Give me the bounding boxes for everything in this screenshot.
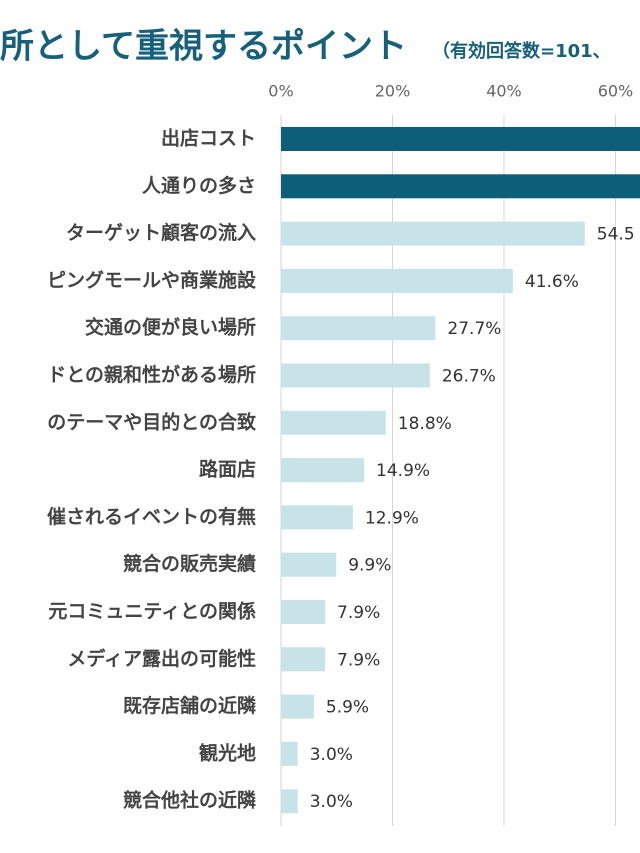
chart-title: 所として重視するポイント <box>0 27 407 67</box>
bar <box>281 789 298 814</box>
bar <box>281 221 585 246</box>
value-label: 12.9% <box>365 508 419 528</box>
bar <box>281 410 386 435</box>
bar <box>281 363 430 388</box>
value-label: 9.9% <box>348 556 391 576</box>
category-label: メディア露出の可能性 <box>67 647 256 670</box>
x-tick-label: 0% <box>268 82 293 101</box>
bar <box>281 458 365 483</box>
category-label: 交通の便が良い場所 <box>85 316 256 339</box>
value-label: 18.8% <box>398 414 452 434</box>
value-label: 54.5 <box>597 225 635 245</box>
value-label: 14.9% <box>376 461 430 481</box>
bar <box>281 741 298 766</box>
x-tick-label: 20% <box>375 82 411 101</box>
category-label: 観光地 <box>199 741 256 764</box>
value-label: 5.9% <box>326 698 369 718</box>
category-label: のテーマや目的との合致 <box>47 410 257 433</box>
bar <box>281 552 337 577</box>
bar <box>281 174 640 199</box>
bar <box>281 268 513 293</box>
value-label: 3.0% <box>310 745 353 765</box>
category-label: 既存店舗の近隣 <box>123 694 256 717</box>
category-label: ターゲット顧客の流入 <box>66 221 256 244</box>
bar <box>281 316 436 341</box>
x-tick-label: 40% <box>486 82 522 101</box>
category-label: 競合他社の近隣 <box>123 789 256 812</box>
chart-subtitle: （有効回答数=101、 <box>432 40 611 62</box>
category-label: 人通りの多さ <box>142 174 256 197</box>
category-label: 競合の販売実績 <box>123 552 256 575</box>
category-label: ピングモールや商業施設 <box>47 268 257 291</box>
bar <box>281 647 326 672</box>
category-label: 出店コスト <box>161 127 256 150</box>
category-label: 路面店 <box>199 458 256 481</box>
value-label: 26.7% <box>442 367 496 387</box>
value-label: 41.6% <box>525 272 579 292</box>
category-label: 元コミュニティとの関係 <box>48 600 256 623</box>
bar <box>281 600 326 624</box>
category-label: ドとの親和性がある場所 <box>47 363 256 386</box>
value-label: 7.9% <box>337 650 380 670</box>
bar <box>281 127 640 151</box>
x-tick-label: 60% <box>598 82 634 101</box>
bar <box>281 505 353 530</box>
category-label: 催されるイベントの有無 <box>47 505 256 528</box>
bar <box>281 694 314 719</box>
value-label: 7.9% <box>337 603 380 623</box>
value-label: 27.7% <box>447 319 501 339</box>
value-label: 3.0% <box>310 792 353 812</box>
